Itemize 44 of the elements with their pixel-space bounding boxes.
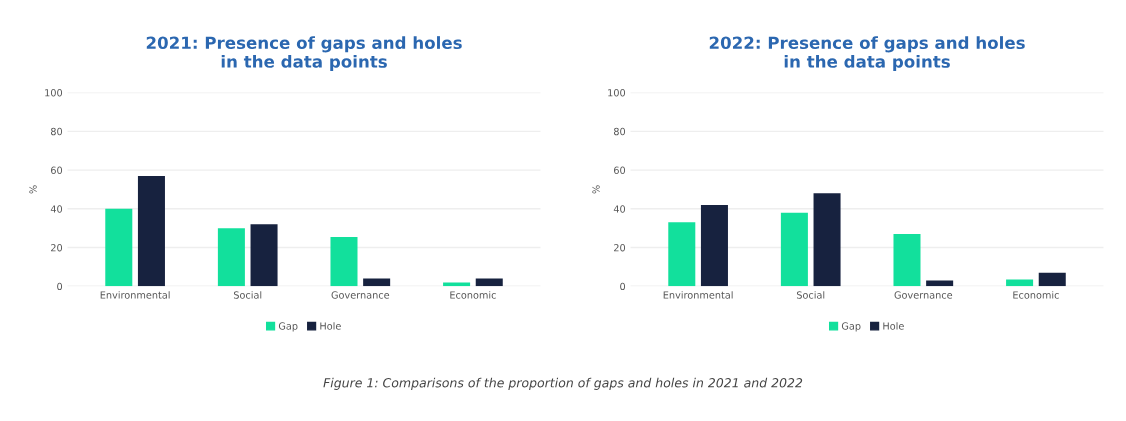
y-tick-label: 60 bbox=[614, 166, 626, 174]
y-tick-label: 20 bbox=[614, 244, 626, 252]
bar bbox=[926, 280, 954, 287]
chart-title: 2021: Presence of gaps and holes in the data points bbox=[146, 36, 462, 72]
x-tick-label: Economic bbox=[1013, 291, 1059, 299]
bar bbox=[813, 193, 841, 287]
y-tick-label: 40 bbox=[613, 205, 626, 213]
bar bbox=[105, 208, 133, 287]
y-axis-title: % bbox=[592, 185, 600, 194]
y-tick-label: 0 bbox=[57, 282, 63, 291]
y-tick-label: 80 bbox=[50, 127, 63, 136]
x-tick-label: Governance bbox=[894, 291, 953, 299]
legend-label: Gap bbox=[278, 322, 298, 332]
y-tick-label: 60 bbox=[51, 166, 63, 174]
legend-label: Hole bbox=[883, 322, 904, 330]
bar bbox=[893, 233, 921, 287]
y-tick-label: 40 bbox=[50, 205, 63, 213]
y-axis-title: % bbox=[29, 185, 37, 194]
bar bbox=[363, 278, 391, 287]
bar bbox=[1038, 272, 1066, 287]
bar bbox=[443, 282, 471, 287]
y-tick-label: 100 bbox=[45, 89, 63, 97]
bar bbox=[668, 222, 696, 287]
bar bbox=[700, 204, 728, 287]
bar bbox=[250, 224, 278, 287]
y-tick-label: 80 bbox=[613, 127, 626, 136]
x-tick-label: Social bbox=[233, 291, 262, 299]
bar bbox=[330, 236, 358, 287]
legend-label: Gap bbox=[841, 322, 861, 332]
bar bbox=[780, 212, 808, 287]
y-tick-label: 0 bbox=[620, 282, 626, 291]
y-tick-label: 100 bbox=[608, 89, 626, 97]
x-tick-label: Economic bbox=[450, 291, 496, 299]
legend-label: Hole bbox=[320, 322, 341, 330]
caption: Figure 1: Comparisons of the proportion of gaps and holes in 2021 and 2022 bbox=[323, 377, 803, 390]
x-tick-label: Social bbox=[796, 291, 825, 299]
bar bbox=[475, 278, 503, 287]
x-tick-label: Environmental bbox=[100, 291, 170, 299]
y-tick-label: 20 bbox=[51, 244, 63, 252]
x-tick-label: Governance bbox=[331, 291, 390, 299]
bar bbox=[217, 228, 245, 287]
bar bbox=[137, 175, 165, 287]
x-tick-label: Environmental bbox=[663, 291, 733, 299]
chart-title: 2022: Presence of gaps and holes in the data points bbox=[709, 36, 1025, 72]
